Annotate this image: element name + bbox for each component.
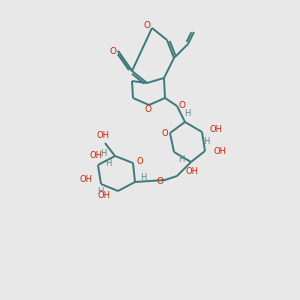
Text: O: O	[145, 104, 152, 113]
Text: O: O	[162, 130, 168, 139]
Text: OH: OH	[97, 191, 110, 200]
Text: OH: OH	[89, 151, 103, 160]
Text: O: O	[110, 46, 116, 56]
Text: H: H	[105, 158, 111, 167]
Text: H: H	[203, 137, 209, 146]
Text: O: O	[178, 100, 185, 109]
Text: OH: OH	[210, 125, 223, 134]
Text: O: O	[157, 176, 164, 185]
Text: OH: OH	[185, 167, 199, 176]
Text: O: O	[143, 22, 151, 31]
Text: H: H	[178, 155, 184, 164]
Text: H: H	[100, 148, 106, 158]
Text: O: O	[137, 157, 143, 166]
Text: H: H	[184, 109, 190, 118]
Text: H: H	[97, 188, 103, 196]
Text: OH: OH	[97, 130, 110, 140]
Text: OH: OH	[80, 176, 93, 184]
Text: OH: OH	[213, 146, 226, 155]
Text: H: H	[140, 173, 146, 182]
